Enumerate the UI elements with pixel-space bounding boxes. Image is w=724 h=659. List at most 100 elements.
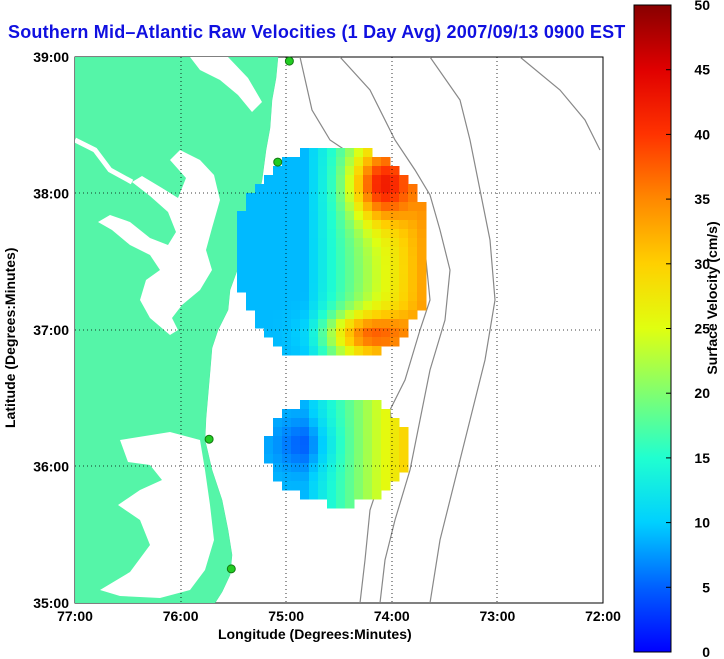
velocity-cell xyxy=(372,238,382,248)
velocity-cell xyxy=(363,265,373,275)
velocity-cell xyxy=(354,247,364,257)
velocity-cell xyxy=(273,301,283,311)
velocity-cell xyxy=(300,310,310,320)
velocity-cell xyxy=(381,310,391,320)
velocity-cell xyxy=(318,463,328,473)
velocity-cell xyxy=(327,238,337,248)
velocity-cell xyxy=(300,481,310,491)
velocity-cell xyxy=(309,436,319,446)
velocity-cell xyxy=(399,328,409,338)
velocity-cell xyxy=(372,229,382,239)
velocity-cell xyxy=(327,463,337,473)
velocity-cell xyxy=(282,220,292,230)
velocity-cell xyxy=(282,274,292,284)
velocity-cell xyxy=(282,247,292,257)
velocity-cell xyxy=(345,247,355,257)
velocity-cell xyxy=(354,310,364,320)
velocity-cell xyxy=(372,337,382,347)
velocity-cell xyxy=(327,157,337,167)
velocity-cell xyxy=(363,202,373,212)
velocity-cell xyxy=(381,328,391,338)
velocity-cell xyxy=(273,445,283,455)
velocity-cell xyxy=(345,283,355,293)
velocity-cell xyxy=(309,184,319,194)
velocity-cell xyxy=(354,346,364,356)
velocity-cell xyxy=(264,211,274,221)
velocity-cell xyxy=(345,472,355,482)
velocity-cell xyxy=(372,211,382,221)
velocity-cell xyxy=(417,256,427,266)
velocity-cell xyxy=(372,409,382,419)
velocity-cell xyxy=(345,220,355,230)
velocity-cell xyxy=(372,472,382,482)
velocity-cell xyxy=(327,346,337,356)
velocity-cell xyxy=(390,418,400,428)
velocity-cell xyxy=(399,301,409,311)
velocity-cell xyxy=(336,166,346,176)
velocity-cell xyxy=(390,175,400,185)
velocity-cell xyxy=(318,445,328,455)
velocity-cell xyxy=(417,229,427,239)
velocity-cell xyxy=(237,247,247,257)
velocity-cell xyxy=(345,490,355,500)
velocity-cell xyxy=(318,328,328,338)
velocity-cell xyxy=(300,247,310,257)
velocity-cell xyxy=(282,472,292,482)
velocity-cell xyxy=(309,229,319,239)
velocity-cell xyxy=(300,238,310,248)
velocity-cell xyxy=(291,418,301,428)
velocity-cell xyxy=(273,175,283,185)
velocity-cell xyxy=(336,310,346,320)
velocity-cell xyxy=(327,283,337,293)
radar-station-marker xyxy=(204,434,214,444)
velocity-cell xyxy=(381,409,391,419)
velocity-cell xyxy=(318,256,328,266)
velocity-cell xyxy=(264,454,274,464)
velocity-cell xyxy=(309,328,319,338)
velocity-cell xyxy=(255,238,265,248)
velocity-cell xyxy=(390,193,400,203)
velocity-cell xyxy=(327,229,337,239)
velocity-cell xyxy=(345,229,355,239)
velocity-cell xyxy=(282,193,292,203)
velocity-cell xyxy=(300,166,310,176)
velocity-cell xyxy=(309,346,319,356)
velocity-cell xyxy=(282,409,292,419)
velocity-cell xyxy=(300,256,310,266)
velocity-cell xyxy=(291,175,301,185)
velocity-cell xyxy=(327,202,337,212)
velocity-cell xyxy=(264,247,274,257)
velocity-cell xyxy=(246,193,256,203)
velocity-cell xyxy=(336,184,346,194)
chesapeake-bay xyxy=(98,150,220,335)
velocity-cell xyxy=(336,409,346,419)
velocity-cell xyxy=(354,463,364,473)
velocity-cell xyxy=(354,490,364,500)
velocity-cell xyxy=(327,481,337,491)
velocity-cell xyxy=(336,427,346,437)
velocity-cell xyxy=(327,247,337,257)
velocity-cell xyxy=(318,175,328,185)
velocity-cell xyxy=(354,148,364,158)
x-tick-label: 77:00 xyxy=(57,608,93,624)
velocity-cell xyxy=(318,427,328,437)
velocity-cell xyxy=(282,310,292,320)
velocity-cell xyxy=(336,247,346,257)
velocity-cell xyxy=(264,238,274,248)
velocity-cell xyxy=(273,427,283,437)
velocity-cell xyxy=(408,184,418,194)
velocity-cell xyxy=(291,301,301,311)
velocity-cell xyxy=(354,166,364,176)
velocity-cell xyxy=(399,427,409,437)
velocity-cell xyxy=(264,193,274,203)
velocity-cell xyxy=(237,283,247,293)
velocity-cell xyxy=(282,301,292,311)
velocity-cell xyxy=(300,418,310,428)
velocity-cell xyxy=(309,211,319,221)
velocity-cell xyxy=(300,184,310,194)
velocity-cell xyxy=(363,445,373,455)
velocity-cell xyxy=(381,292,391,302)
velocity-cell xyxy=(318,220,328,230)
velocity-cell xyxy=(345,148,355,158)
velocity-cell xyxy=(291,427,301,437)
